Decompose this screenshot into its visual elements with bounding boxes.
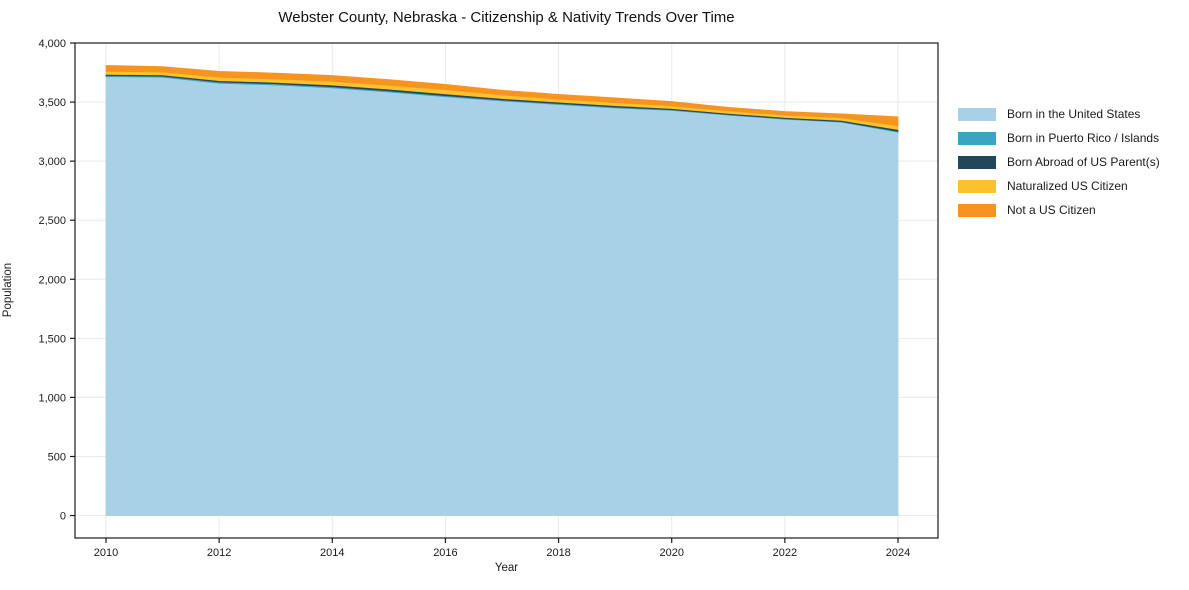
legend-label: Not a US Citizen xyxy=(1007,203,1096,217)
legend-item-4: Not a US Citizen xyxy=(958,203,1160,217)
x-tick-label: 2024 xyxy=(886,547,910,559)
x-axis-label: Year xyxy=(494,562,519,574)
x-tick-label: 2016 xyxy=(433,547,457,559)
legend-swatch xyxy=(958,131,996,145)
y-tick-label: 2,500 xyxy=(38,215,66,227)
area-series-4 xyxy=(105,65,899,127)
x-tick-label: 2018 xyxy=(546,547,570,559)
y-tick-label: 3,000 xyxy=(38,156,66,168)
legend-item-0: Born in the United States xyxy=(958,107,1160,121)
legend-item-1: Born in Puerto Rico / Islands xyxy=(958,131,1160,145)
legend-item-2: Born Abroad of US Parent(s) xyxy=(958,155,1160,169)
y-axis-label: Population xyxy=(2,262,14,318)
x-tick-label: 2010 xyxy=(94,547,118,559)
legend: Born in the United States Born in Puerto … xyxy=(958,107,1160,217)
x-tick-label: 2014 xyxy=(320,547,344,559)
x-tick-label: 2022 xyxy=(773,547,797,559)
x-tick-label: 2012 xyxy=(207,547,231,559)
y-tick-label: 0 xyxy=(60,511,66,523)
plot-border xyxy=(74,42,939,539)
y-tick-label: 2,000 xyxy=(38,274,66,286)
y-tick-label: 1,000 xyxy=(38,392,66,404)
legend-swatch xyxy=(958,107,996,121)
legend-label: Born Abroad of US Parent(s) xyxy=(1007,155,1160,169)
y-tick-label: 4,000 xyxy=(38,38,66,50)
legend-swatch xyxy=(958,203,996,217)
area-series-0 xyxy=(105,76,899,516)
chart-title: Webster County, Nebraska - Citizenship &… xyxy=(278,9,735,26)
legend-swatch xyxy=(958,155,996,169)
y-tick-label: 500 xyxy=(48,451,66,463)
legend-label: Born in the United States xyxy=(1007,107,1141,121)
x-tick-label: 2020 xyxy=(659,547,683,559)
y-tick-label: 1,500 xyxy=(38,333,66,345)
legend-label: Born in Puerto Rico / Islands xyxy=(1007,131,1160,145)
legend-label: Naturalized US Citizen xyxy=(1007,179,1128,193)
legend-item-3: Naturalized US Citizen xyxy=(958,179,1160,193)
legend-swatch xyxy=(958,179,996,193)
y-tick-label: 3,500 xyxy=(38,97,66,109)
